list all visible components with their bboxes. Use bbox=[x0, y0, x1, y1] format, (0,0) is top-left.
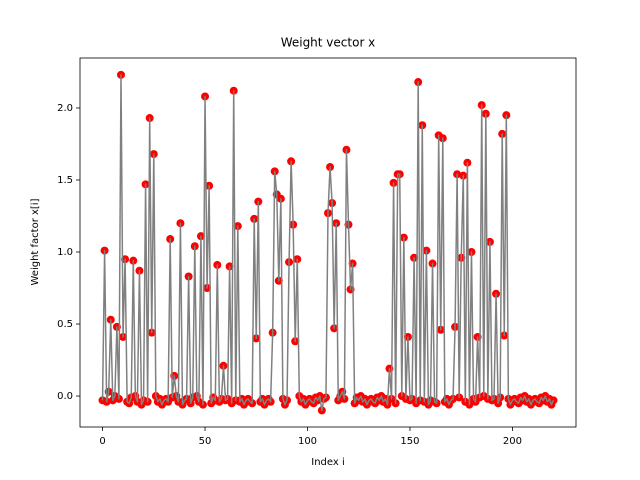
y-tick-label: 0.0 bbox=[57, 391, 73, 402]
y-tick-label: 1.0 bbox=[57, 247, 73, 258]
chart-title: Weight vector x bbox=[281, 36, 376, 50]
y-axis-label: Weight factor x[i] bbox=[30, 198, 41, 285]
x-tick-label: 50 bbox=[199, 436, 212, 447]
y-tick-label: 1.5 bbox=[57, 175, 73, 186]
x-axis-label: Index i bbox=[311, 457, 345, 468]
line bbox=[101, 74, 555, 412]
x-tick-label: 0 bbox=[99, 436, 105, 447]
x-tick-label: 100 bbox=[298, 436, 317, 447]
plot-frame bbox=[79, 57, 577, 428]
y-tick-label: 0.5 bbox=[57, 319, 73, 330]
x-tick-label: 150 bbox=[400, 436, 419, 447]
y-tick-label: 2.0 bbox=[57, 103, 73, 114]
x-tick-label: 200 bbox=[503, 436, 522, 447]
